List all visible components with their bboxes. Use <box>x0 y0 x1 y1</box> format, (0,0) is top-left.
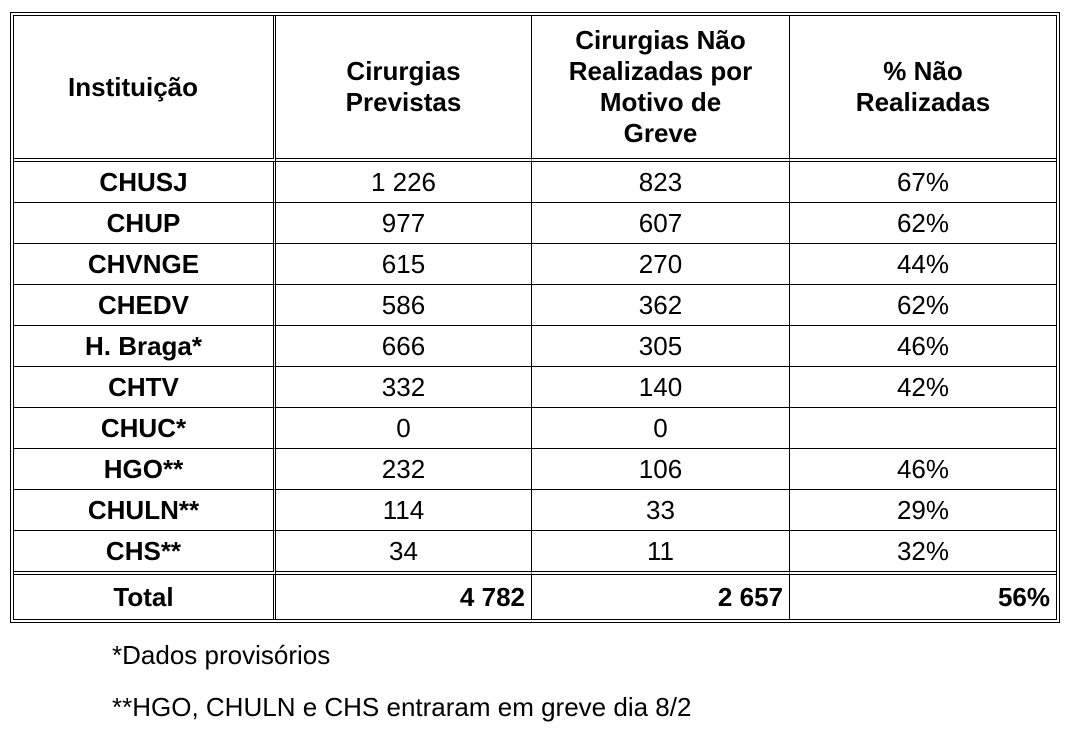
table-cell: 607 <box>532 203 790 244</box>
table-cell: 232 <box>276 449 532 490</box>
table-cell <box>790 408 1056 449</box>
table-cell: % Não Realizadas <box>790 16 1056 162</box>
table-cell: Cirurgias Previstas <box>276 16 532 162</box>
table-cell: 977 <box>276 203 532 244</box>
table-cell: 44% <box>790 244 1056 285</box>
surgery-table: Instituição Cirurgias Previstas Cirurgias … <box>10 12 1060 623</box>
table-cell: 0 <box>276 408 532 449</box>
table-cell: CHUP <box>14 203 276 244</box>
table-cell: HGO** <box>14 449 276 490</box>
table-cell: 332 <box>276 367 532 408</box>
footnote: **HGO, CHULN e CHS entraram em greve dia… <box>112 692 692 722</box>
table-row: HGO** 232 106 46% <box>14 449 1056 490</box>
table-cell: 34 <box>276 531 532 575</box>
table-cell: 586 <box>276 285 532 326</box>
table-cell: 305 <box>532 326 790 367</box>
table-cell: 270 <box>532 244 790 285</box>
table-cell: CHTV <box>14 367 276 408</box>
table-row: CHVNGE 615 270 44% <box>14 244 1056 285</box>
table-cell: 46% <box>790 449 1056 490</box>
table-cell: 1 226 <box>276 162 532 203</box>
table-row: Total 4 782 2 657 56% <box>14 575 1056 619</box>
table-row: CHUP 977 607 62% <box>14 203 1056 244</box>
table-row: CHS** 34 11 32% <box>14 531 1056 575</box>
table-cell: 0 <box>532 408 790 449</box>
table-cell: H. Braga* <box>14 326 276 367</box>
table-cell: 4 782 <box>276 575 532 619</box>
table-cell: 140 <box>532 367 790 408</box>
footnote: *Dados provisórios <box>112 640 331 670</box>
table-cell: 362 <box>532 285 790 326</box>
table-cell: 11 <box>532 531 790 575</box>
table-cell: 67% <box>790 162 1056 203</box>
table-row: CHUSJ 1 226 823 67% <box>14 162 1056 203</box>
table-row: H. Braga* 666 305 46% <box>14 326 1056 367</box>
table-cell: Total <box>14 575 276 619</box>
table-cell: 46% <box>790 326 1056 367</box>
table-cell: 42% <box>790 367 1056 408</box>
table-cell: 666 <box>276 326 532 367</box>
table-row: Instituição Cirurgias Previstas Cirurgias … <box>14 16 1056 162</box>
table-cell: 56% <box>997 581 1050 612</box>
table-cell: 32% <box>790 531 1056 575</box>
table-cell: 106 <box>532 449 790 490</box>
table-row: CHULN** 114 33 29% <box>14 490 1056 531</box>
table-cell: CHUC* <box>14 408 276 449</box>
table-row: CHEDV 586 362 62% <box>14 285 1056 326</box>
table-cell: CHULN** <box>14 490 276 531</box>
table-cell: 615 <box>276 244 532 285</box>
table-cell: 33 <box>532 490 790 531</box>
table-cell: CHVNGE <box>14 244 276 285</box>
table-cell: CHEDV <box>14 285 276 326</box>
table-cell: Instituição <box>14 16 276 162</box>
table-cell: 114 <box>276 490 532 531</box>
table-cell: 62% <box>790 203 1056 244</box>
table-cell: CHUSJ <box>14 162 276 203</box>
table-cell: CHS** <box>14 531 276 575</box>
table-row: CHUC* 0 0 <box>14 408 1056 449</box>
table-cell: Cirurgias Não Realizadas por Motivo de G… <box>532 16 790 162</box>
table-row: CHTV 332 140 42% <box>14 367 1056 408</box>
table-cell: 62% <box>790 285 1056 326</box>
table-cell: 2 657 <box>532 575 790 619</box>
table-cell: 29% <box>790 490 1056 531</box>
table-cell: 823 <box>532 162 790 203</box>
